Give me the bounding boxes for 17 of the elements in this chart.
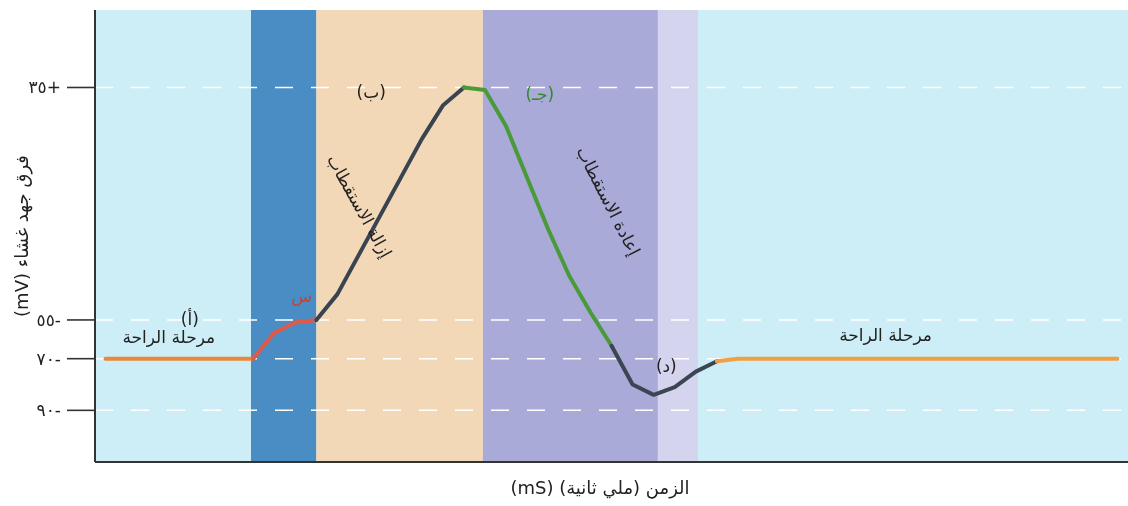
y-tick-label: ٧٠- [36, 348, 61, 369]
annotation: (ب) [356, 81, 386, 102]
annotation: (أ) [180, 308, 199, 330]
x-axis-title: الزمن (ملي ثانية) (mS) [510, 477, 690, 499]
line-series [609, 343, 719, 397]
annotation: (د) [655, 355, 677, 376]
annotation: مرحلة الراحة [122, 327, 216, 348]
annotation: س [291, 285, 312, 306]
line-series [314, 85, 466, 322]
annotation: إعادة الاستقطاب [572, 143, 645, 259]
y-axis-title: فرق جهد غشاء (mV) [11, 155, 33, 317]
annotation: (جـ) [525, 84, 555, 105]
y-tick-label: ٥٥- [36, 309, 61, 330]
y-tick-label: ٣٥+ [28, 77, 61, 98]
y-tick-label: ٩٠- [36, 400, 61, 421]
annotation: مرحلة الراحة [839, 324, 932, 345]
annotation: إزالة الاستقطاب [322, 150, 397, 262]
